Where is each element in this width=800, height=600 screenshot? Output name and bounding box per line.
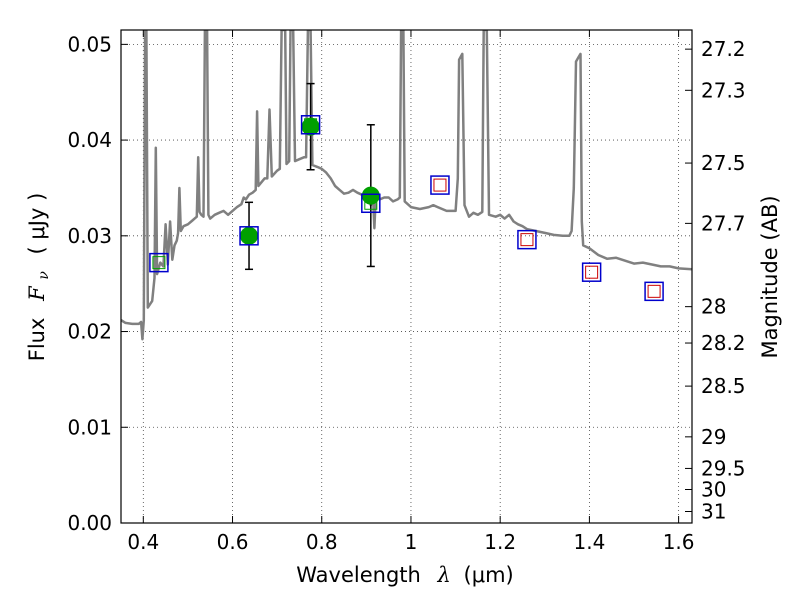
model-spectrum-line (121, 30, 692, 341)
y-axis-label-text: Flux (25, 318, 49, 362)
y2-tick-label: 27.7 (701, 211, 746, 235)
y-tick-label: 0.01 (67, 415, 112, 439)
y2-tick-label: 31 (701, 500, 726, 524)
model-photometry-inner-box (152, 256, 166, 270)
model-photometry-inner-box (647, 284, 661, 298)
tick-labels: 0.4 0.6 0.8 1 1.2 1.4 1.6 0.00 0.01 0.02 0.03 0.04 0… (67, 32, 745, 554)
model-photometry-inner-box (433, 178, 447, 192)
y-tick-label: 0.05 (67, 32, 112, 56)
model-photometry-box (644, 281, 664, 302)
error-bars (245, 82, 375, 271)
y2-tick-label: 27.5 (701, 151, 746, 175)
x-axis-label-text: Wavelength (296, 563, 421, 587)
x-tick-label: 1 (405, 530, 418, 554)
y-axis-label-subscript: ν (36, 271, 52, 280)
ticks (121, 30, 692, 524)
y-tick-label: 0.02 (67, 320, 112, 344)
model-photometry-points (149, 115, 664, 302)
model-photometry-inner-box (364, 196, 378, 210)
y-axis-label-symbol: F (25, 285, 49, 302)
y2-axis-label: Magnitude (AB) (758, 195, 782, 358)
y2-tick-label: 28.5 (701, 374, 746, 398)
y2-tick-label: 27.3 (701, 78, 746, 102)
x-tick-label: 0.8 (306, 530, 338, 554)
y2-tick-label: 27.2 (701, 37, 746, 61)
x-tick-label: 1.6 (663, 530, 695, 554)
x-axis-label-unit: (μm) (464, 563, 514, 587)
x-axis-label-symbol: λ (437, 563, 451, 587)
model-photometry-box (581, 262, 602, 282)
y2-tick-label: 28.2 (701, 331, 746, 355)
x-tick-label: 1.2 (484, 530, 516, 554)
model-photometry-box (239, 226, 259, 246)
y2-tick-label: 30 (701, 477, 726, 501)
y-tick-label: 0.00 (67, 511, 112, 535)
x-tick-label: 0.6 (217, 530, 249, 554)
model-photometry-box (300, 115, 321, 135)
model-photometry-box (430, 175, 450, 195)
y-axis-label: Flux F ν ( μJy ) (25, 193, 53, 362)
y-tick-label: 0.04 (67, 128, 112, 152)
model-photometry-box (361, 193, 381, 214)
x-axis-label: Wavelength λ (μm) (296, 563, 513, 587)
y-tick-label: 0.03 (67, 224, 112, 248)
y2-tick-label: 29.5 (701, 456, 746, 480)
model-photometry-inner-box (304, 118, 318, 132)
model-photometry-box (149, 252, 169, 273)
x-tick-label: 0.4 (127, 530, 159, 554)
spectrum-layer (121, 30, 692, 341)
model-photometry-inner-box (585, 265, 599, 279)
model-photometry-inner-box (520, 233, 534, 247)
x-tick-label: 1.4 (573, 530, 605, 554)
model-photometry-inner-box (242, 229, 256, 243)
y2-tick-label: 28 (701, 295, 726, 319)
y2-tick-label: 29 (701, 425, 726, 449)
plot-frame (120, 29, 693, 524)
y-axis-label-unit: ( μJy ) (25, 193, 49, 255)
model-photometry-box (517, 229, 537, 250)
